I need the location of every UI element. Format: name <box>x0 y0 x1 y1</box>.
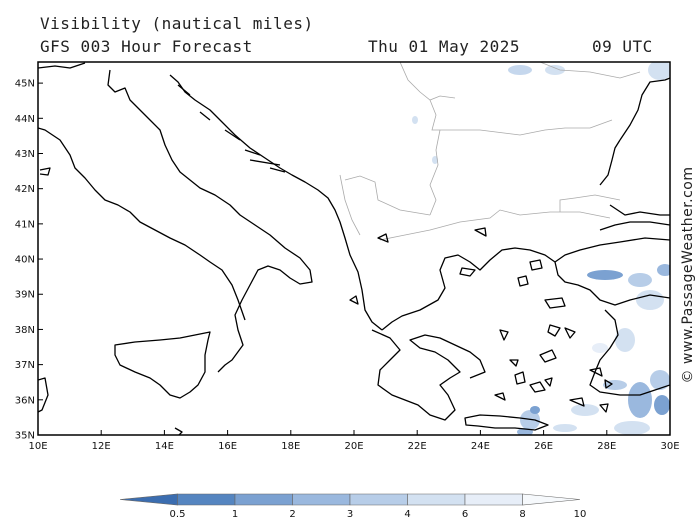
legend-swatch <box>292 493 351 506</box>
forecast-time: 09 UTC <box>592 37 653 56</box>
visibility-shading <box>412 62 670 435</box>
legend-swatch <box>119 493 178 506</box>
longitude-axis: 10E 12E 14E 16E 18E 20E 22E 24E 26E 28E 30E <box>28 430 680 452</box>
lat-label: 44N <box>15 114 35 125</box>
lat-label: 43N <box>15 149 35 160</box>
lat-label: 35N <box>15 431 35 442</box>
coastlines <box>38 62 670 435</box>
lon-label: 18E <box>281 441 300 452</box>
credit-text: © www.PassageWeather.com <box>680 166 696 384</box>
legend-swatch <box>177 493 236 506</box>
lon-label: 24E <box>471 441 490 452</box>
legend-swatch <box>234 493 293 506</box>
map-title: Visibility (nautical miles) <box>40 14 314 33</box>
lon-label: 12E <box>92 441 111 452</box>
credit-text-container: © www.PassageWeather.com <box>678 150 698 400</box>
legend-swatch <box>522 493 581 506</box>
lat-label: 36N <box>15 395 35 406</box>
lon-label: 30E <box>660 441 679 452</box>
country-borders <box>339 62 641 241</box>
lat-label: 45N <box>15 79 35 90</box>
map-frame <box>37 61 671 436</box>
lat-label: 42N <box>15 184 35 195</box>
legend-swatch <box>349 493 408 506</box>
legend-label: 2 <box>289 509 295 520</box>
lon-label: 10E <box>28 441 47 452</box>
legend-label: 3 <box>347 509 353 520</box>
legend-label: 6 <box>462 509 468 520</box>
lon-label: 20E <box>344 441 363 452</box>
lat-label: 37N <box>15 360 35 371</box>
legend-label: 0.5 <box>170 509 186 520</box>
legend-swatch <box>407 493 466 506</box>
lon-label: 14E <box>155 441 174 452</box>
latitude-axis: 45N 44N 43N 42N 41N 40N 39N 38N 37N 36N 35N <box>15 79 43 442</box>
forecast-date: Thu 01 May 2025 <box>368 37 520 56</box>
legend-swatch <box>464 493 523 506</box>
legend-label: 4 <box>404 509 410 520</box>
legend-label: 10 <box>574 509 587 520</box>
lat-label: 38N <box>15 325 35 336</box>
legend-label: 8 <box>519 509 525 520</box>
lon-label: 22E <box>408 441 427 452</box>
lon-label: 16E <box>218 441 237 452</box>
visibility-legend: 0.5 1 2 3 4 6 8 10 <box>119 493 587 520</box>
forecast-label: GFS 003 Hour Forecast <box>40 37 253 56</box>
lon-label: 28E <box>597 441 616 452</box>
legend-label: 1 <box>232 509 238 520</box>
lon-label: 26E <box>534 441 553 452</box>
lat-label: 40N <box>15 255 35 266</box>
lat-label: 41N <box>15 219 35 230</box>
lat-label: 39N <box>15 290 35 301</box>
